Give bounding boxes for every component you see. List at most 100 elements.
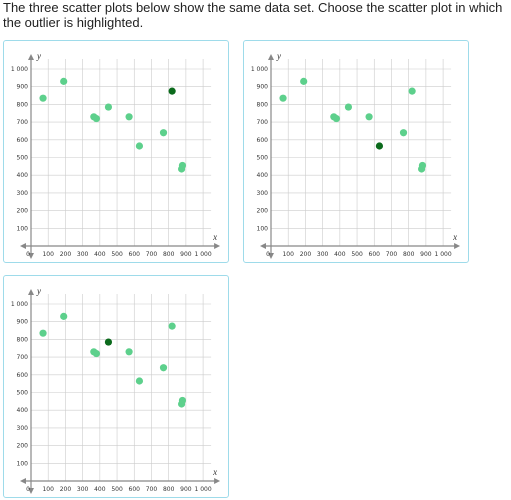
data-point	[159, 364, 168, 372]
y-tick-label: 100	[17, 225, 29, 232]
x-tick-label: 200	[60, 486, 72, 493]
x-tick-label: 200	[60, 251, 72, 258]
x-tick-label: 600	[369, 251, 381, 258]
x-tick-label: 800	[403, 251, 415, 258]
y-tick-label: 500	[257, 155, 269, 162]
x-axis-arrow-right	[214, 243, 221, 249]
x-axis-arrow-right	[214, 478, 221, 484]
x-axis-label: x	[452, 232, 457, 242]
scatter-plot-option-3[interactable]: 0 100 200 300 400 500 600 700 800 900 1 000 100 200 3…	[3, 275, 229, 498]
data-point	[417, 165, 426, 173]
data-point	[279, 94, 287, 102]
data-point	[135, 142, 144, 150]
x-tick-label: 300	[77, 251, 89, 258]
x-tick-label: 1 000	[435, 251, 452, 258]
x-tick-label: 900	[180, 486, 192, 493]
y-tick-label: 800	[17, 336, 29, 343]
x-axis-arrow-right	[454, 243, 461, 249]
x-tick-label: 200	[300, 251, 312, 258]
data-point	[365, 113, 373, 121]
x-tick-label: 400	[94, 251, 106, 258]
x-tick-label: 700	[386, 251, 398, 258]
data-point	[300, 77, 308, 85]
y-tick-label: 100	[257, 225, 269, 232]
x-axis-arrow-left	[260, 243, 266, 249]
data-point	[104, 103, 113, 111]
y-tick-label: 600	[17, 137, 29, 144]
data-point	[177, 165, 186, 173]
data-point	[60, 77, 68, 85]
x-tick-label: 300	[317, 251, 329, 258]
x-axis-label: x	[212, 467, 217, 477]
y-tick-label: 200	[17, 443, 29, 450]
scatter-plot-option-1[interactable]: 0 100 200 300 400 500 600 700 800 900 1 000 100 200 3…	[3, 40, 229, 263]
highlighted-data-point	[375, 142, 384, 150]
y-tick-label: 200	[257, 208, 269, 215]
y-tick-label: 400	[17, 172, 29, 179]
x-tick-label: 600	[129, 486, 141, 493]
x-tick-label: 500	[111, 251, 123, 258]
x-tick-label: 100	[282, 251, 294, 258]
y-axis-arrow-down	[268, 253, 274, 259]
x-tick-label: 1 000	[195, 486, 212, 493]
data-point	[92, 114, 100, 123]
y-tick-label: 100	[17, 460, 29, 467]
data-point	[60, 312, 68, 320]
y-axis-arrow-up	[268, 54, 274, 60]
scatter-plot-svg: 0 100 200 300 400 500 600 700 800 900 1 0001002003…	[11, 51, 221, 259]
data-point	[135, 377, 144, 385]
y-tick-label: 900	[17, 84, 29, 91]
highlighted-data-point	[168, 87, 176, 95]
data-point	[125, 113, 133, 121]
data-point	[125, 348, 133, 356]
x-tick-label: 500	[351, 251, 363, 258]
x-tick-label: 300	[77, 486, 89, 493]
data-point	[159, 129, 168, 137]
data-point	[39, 329, 47, 337]
x-tick-label: 0	[26, 251, 30, 258]
y-tick-label: 300	[17, 190, 29, 197]
x-tick-label: 900	[180, 251, 192, 258]
y-tick-label: 500	[17, 155, 29, 162]
y-tick-label: 500	[17, 390, 29, 397]
x-tick-label: 100	[42, 251, 54, 258]
x-axis-arrow-left	[20, 478, 26, 484]
y-axis-label: y	[276, 51, 281, 61]
x-axis-label: x	[212, 232, 217, 242]
y-tick-label: 300	[17, 425, 29, 432]
highlighted-data-point	[104, 338, 113, 346]
y-axis-arrow-up	[28, 289, 34, 295]
y-axis-arrow-up	[28, 54, 34, 60]
y-axis-label: y	[36, 286, 41, 296]
x-tick-label: 0	[26, 486, 30, 493]
y-tick-label: 1 000	[251, 66, 268, 73]
x-tick-label: 100	[42, 486, 54, 493]
x-axis-arrow-left	[20, 243, 26, 249]
data-point	[408, 87, 416, 95]
data-point	[177, 400, 186, 408]
y-tick-label: 600	[257, 137, 269, 144]
data-point	[168, 322, 176, 330]
y-tick-label: 400	[17, 407, 29, 414]
x-tick-label: 500	[111, 486, 123, 493]
scatter-plot-option-2[interactable]: 0 100 200 300 400 500 600 700 800 900 1 000 100 200 3…	[243, 40, 469, 263]
y-tick-label: 1 000	[11, 301, 28, 308]
x-tick-label: 400	[94, 486, 106, 493]
y-tick-label: 700	[17, 119, 29, 126]
y-axis-arrow-down	[28, 253, 34, 259]
y-tick-label: 800	[17, 101, 29, 108]
y-tick-label: 600	[17, 372, 29, 379]
x-tick-label: 600	[129, 251, 141, 258]
x-tick-label: 0	[266, 251, 270, 258]
data-point	[399, 129, 408, 137]
x-tick-label: 700	[146, 486, 158, 493]
question-text: The three scatter plots below show the s…	[3, 0, 503, 30]
y-tick-label: 800	[257, 101, 269, 108]
y-tick-label: 300	[257, 190, 269, 197]
x-tick-label: 400	[334, 251, 346, 258]
y-axis-label: y	[36, 51, 41, 61]
data-point	[332, 114, 340, 123]
y-tick-label: 1 000	[11, 66, 28, 73]
y-axis-arrow-down	[28, 488, 34, 494]
x-tick-label: 700	[146, 251, 158, 258]
